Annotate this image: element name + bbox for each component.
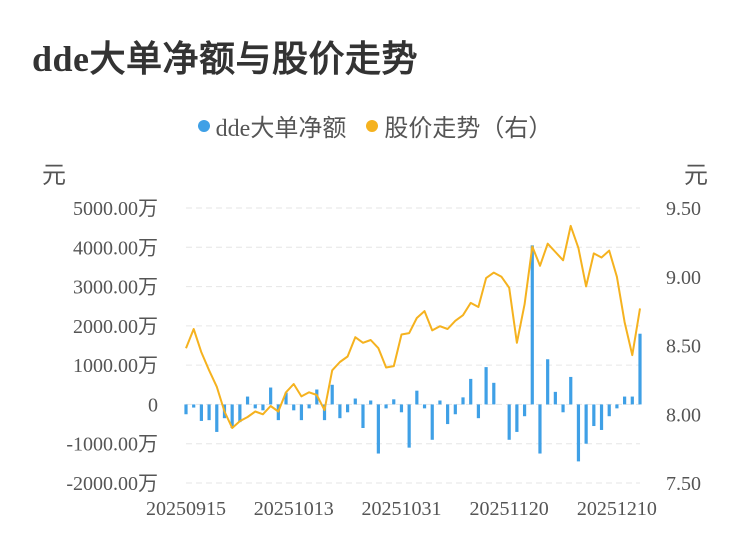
y-left-tick-label: -1000.00万 [66, 434, 158, 456]
dde-bar [399, 404, 404, 413]
dde-bar [430, 404, 434, 440]
dde-bar [376, 404, 380, 454]
dde-bar [515, 404, 519, 432]
y-left-tick-label: 0 [148, 394, 158, 416]
dde-bar [269, 387, 273, 405]
y-right-tick-label: 8.00 [666, 404, 701, 426]
dde-bar [592, 404, 596, 427]
dde-bar [546, 359, 550, 405]
y-left-tick-label: -2000.00万 [66, 473, 158, 495]
dde-bar [253, 404, 257, 409]
dde-bar [538, 404, 542, 454]
dde-bar [553, 391, 557, 405]
dde-bar [199, 404, 203, 421]
dde-bar [238, 404, 242, 423]
legend-dot-line [366, 119, 379, 132]
dde-bar [261, 404, 265, 411]
x-tick-label: 20250915 [146, 498, 226, 520]
dde-bar [292, 404, 296, 411]
dde-bar [492, 382, 496, 405]
dde-bar [476, 404, 481, 419]
y-left-tick-label: 3000.00万 [73, 277, 158, 299]
dde-bar [330, 384, 334, 405]
legend-label-bar: dde大单净额 [215, 116, 347, 142]
dde-bar [623, 396, 627, 405]
legend-item-line[interactable]: 股价走势（右） [366, 108, 552, 143]
chart-title: dde大单净额与股价走势 [32, 39, 419, 79]
dde-bar [599, 404, 604, 430]
dde-bar [245, 396, 250, 405]
right-axis-unit: 元 [684, 163, 708, 189]
legend-item-bar[interactable]: dde大单净额 [197, 108, 347, 143]
legend-label-line: 股价走势（右） [384, 116, 553, 142]
price-line [185, 224, 641, 429]
dde-bar [469, 378, 473, 405]
dde-bar [392, 399, 396, 405]
dde-bar [284, 392, 288, 405]
dde-bar [184, 404, 188, 415]
y-left-tick-label: 4000.00万 [73, 237, 158, 259]
dde-bar [484, 367, 488, 405]
dde-bar [407, 404, 411, 448]
dde-bar [230, 404, 234, 428]
dde-bar [453, 404, 457, 415]
dde-bar [207, 404, 211, 421]
dde-bar [322, 404, 327, 421]
dde-bar [569, 376, 573, 405]
dde-bar [507, 404, 511, 440]
y-left-tick-label: 1000.00万 [73, 355, 158, 377]
dde-bar [345, 404, 350, 413]
dde-bar [607, 404, 611, 417]
dde-bar [369, 400, 373, 405]
dde-bar [422, 404, 427, 409]
dde-bar [615, 404, 619, 409]
dde-bar [215, 404, 219, 432]
y-right-tick-label: 9.00 [666, 267, 701, 289]
left-axis-unit: 元 [42, 163, 66, 189]
x-tick-label: 20251210 [577, 498, 657, 520]
dde-bar [446, 404, 450, 425]
dde-bar [299, 404, 304, 421]
dde-bar [338, 404, 342, 419]
dde-bar [576, 404, 581, 462]
dde-bar [192, 404, 196, 408]
dde-bar [584, 404, 588, 444]
dde-bar [384, 404, 388, 409]
dde-bar [361, 404, 365, 428]
dde-bar [530, 245, 534, 405]
x-tick-label: 20251013 [254, 498, 334, 520]
dde-bar [415, 390, 419, 405]
y-right-tick-label: 8.50 [666, 336, 701, 358]
dde-bar [638, 333, 642, 405]
legend: dde大单净额 股价走势（右） [0, 108, 750, 143]
dde-bar [461, 397, 465, 405]
dde-bar [438, 400, 442, 405]
y-right-tick-label: 7.50 [666, 473, 701, 495]
dde-bar [630, 396, 634, 405]
x-tick-label: 20251031 [361, 498, 441, 520]
dde-bar [307, 404, 311, 409]
dde-bar [353, 398, 357, 405]
y-right-tick-label: 9.50 [666, 198, 701, 220]
x-tick-label: 20251120 [470, 498, 549, 520]
legend-dot-bar [197, 119, 210, 132]
y-left-tick-label: 2000.00万 [73, 316, 158, 338]
y-left-tick-label: 5000.00万 [73, 198, 158, 220]
dde-bar [561, 404, 565, 413]
dde-bar [522, 404, 527, 417]
